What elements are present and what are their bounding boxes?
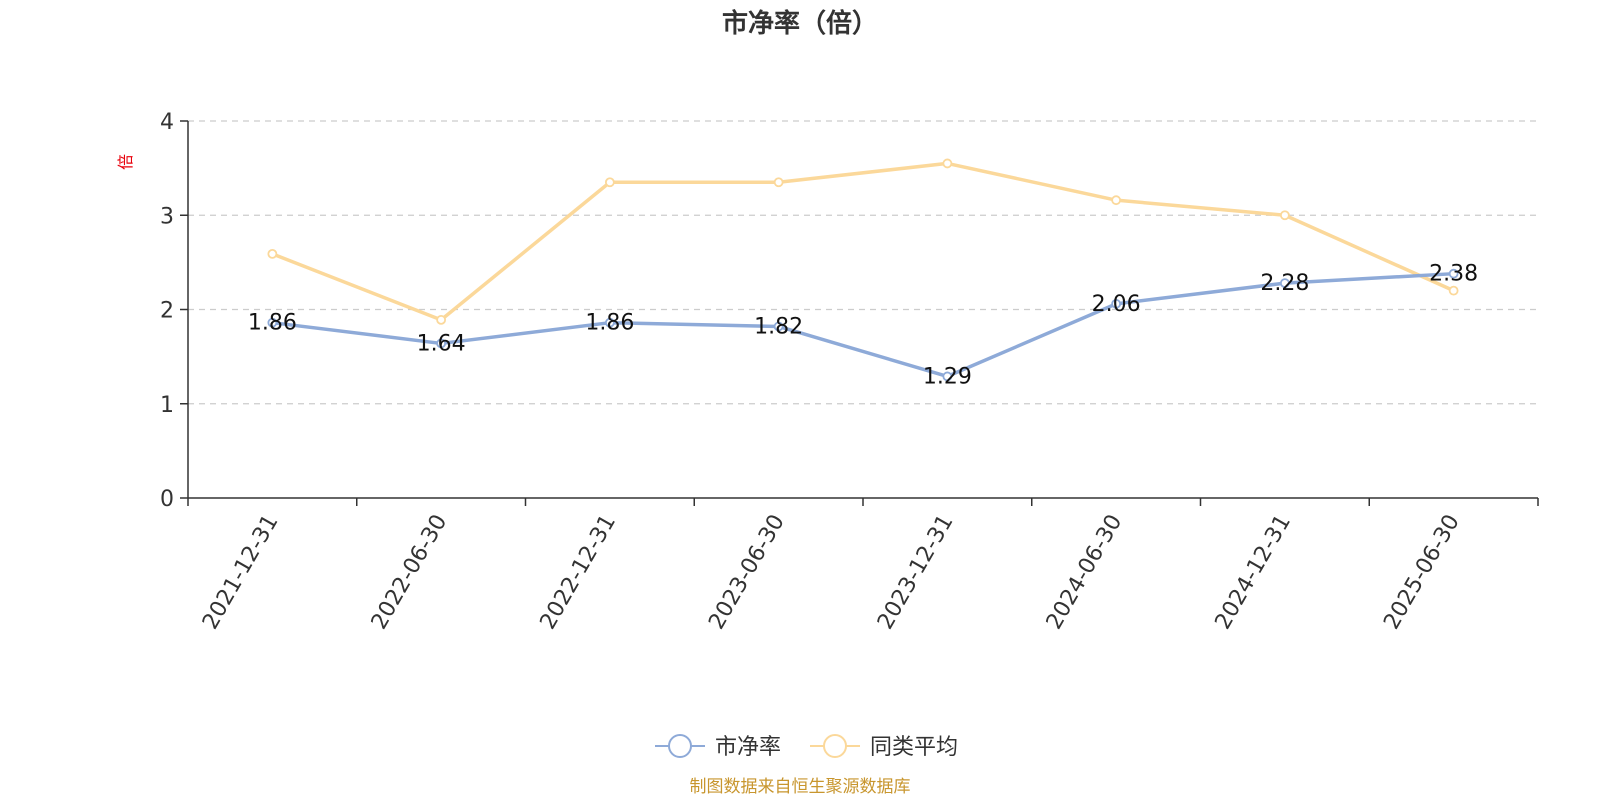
data-label: 2.28 bbox=[1260, 271, 1309, 296]
data-label: 1.64 bbox=[417, 331, 466, 356]
legend-marker bbox=[823, 734, 847, 758]
series-line bbox=[270, 161, 1456, 322]
legend-marker bbox=[668, 734, 692, 758]
series-layer bbox=[267, 158, 1459, 382]
chart-title: 市净率（倍） bbox=[722, 8, 878, 39]
x-tick-label: 2024-06-30 bbox=[1042, 511, 1128, 634]
legend-label: 市净率 bbox=[715, 735, 781, 760]
data-point bbox=[436, 314, 447, 325]
data-point bbox=[1279, 278, 1290, 289]
x-tick-label: 2023-06-30 bbox=[704, 511, 790, 634]
legend-label: 同类平均 bbox=[870, 735, 958, 760]
data-label: 1.82 bbox=[754, 314, 803, 339]
data-point bbox=[773, 321, 784, 332]
data-label: 1.29 bbox=[923, 364, 972, 389]
data-label: 2.38 bbox=[1429, 262, 1478, 287]
data-labels: 1.86 1.64 1.86 1.82 1.29 2.06 2.28 2.38 bbox=[248, 262, 1478, 390]
data-point bbox=[942, 371, 953, 382]
source-note: 制图数据来自恒生聚源数据库 bbox=[690, 777, 911, 797]
x-tick-label: 2025-06-30 bbox=[1379, 511, 1465, 634]
data-point bbox=[267, 248, 278, 259]
y-axis-label: 倍 bbox=[116, 154, 135, 170]
legend[interactable]: 市净率 同类平均 bbox=[655, 734, 958, 760]
y-tick-label: 3 bbox=[160, 204, 174, 229]
data-point bbox=[267, 317, 278, 328]
y-tick-label: 0 bbox=[160, 487, 174, 512]
data-label: 2.06 bbox=[1092, 292, 1141, 317]
data-label: 1.86 bbox=[248, 311, 297, 336]
x-tick-label: 2022-12-31 bbox=[535, 511, 621, 634]
data-point bbox=[604, 317, 615, 328]
data-label: 1.86 bbox=[585, 311, 634, 336]
grid bbox=[188, 120, 1538, 405]
y-tick-label: 4 bbox=[160, 110, 174, 135]
data-point bbox=[436, 338, 447, 349]
x-tick-label: 2022-06-30 bbox=[367, 511, 453, 634]
axes: 0 1 2 3 4 2021-12-31 2022-06-30 2022-12-31 2023-… bbox=[160, 110, 1539, 634]
data-point bbox=[1448, 285, 1459, 296]
data-point bbox=[1111, 195, 1122, 206]
data-point bbox=[1111, 298, 1122, 309]
data-point bbox=[604, 177, 615, 188]
x-tick-label: 2023-12-31 bbox=[873, 511, 959, 634]
y-tick-label: 1 bbox=[160, 393, 174, 418]
y-tick-label: 2 bbox=[160, 299, 174, 324]
data-point bbox=[942, 158, 953, 169]
series-line bbox=[270, 271, 1456, 379]
x-tick-label: 2021-12-31 bbox=[198, 511, 284, 634]
data-point bbox=[1279, 210, 1290, 221]
data-point bbox=[773, 177, 784, 188]
x-tick-label: 2024-12-31 bbox=[1210, 511, 1296, 634]
data-point bbox=[1448, 268, 1459, 279]
